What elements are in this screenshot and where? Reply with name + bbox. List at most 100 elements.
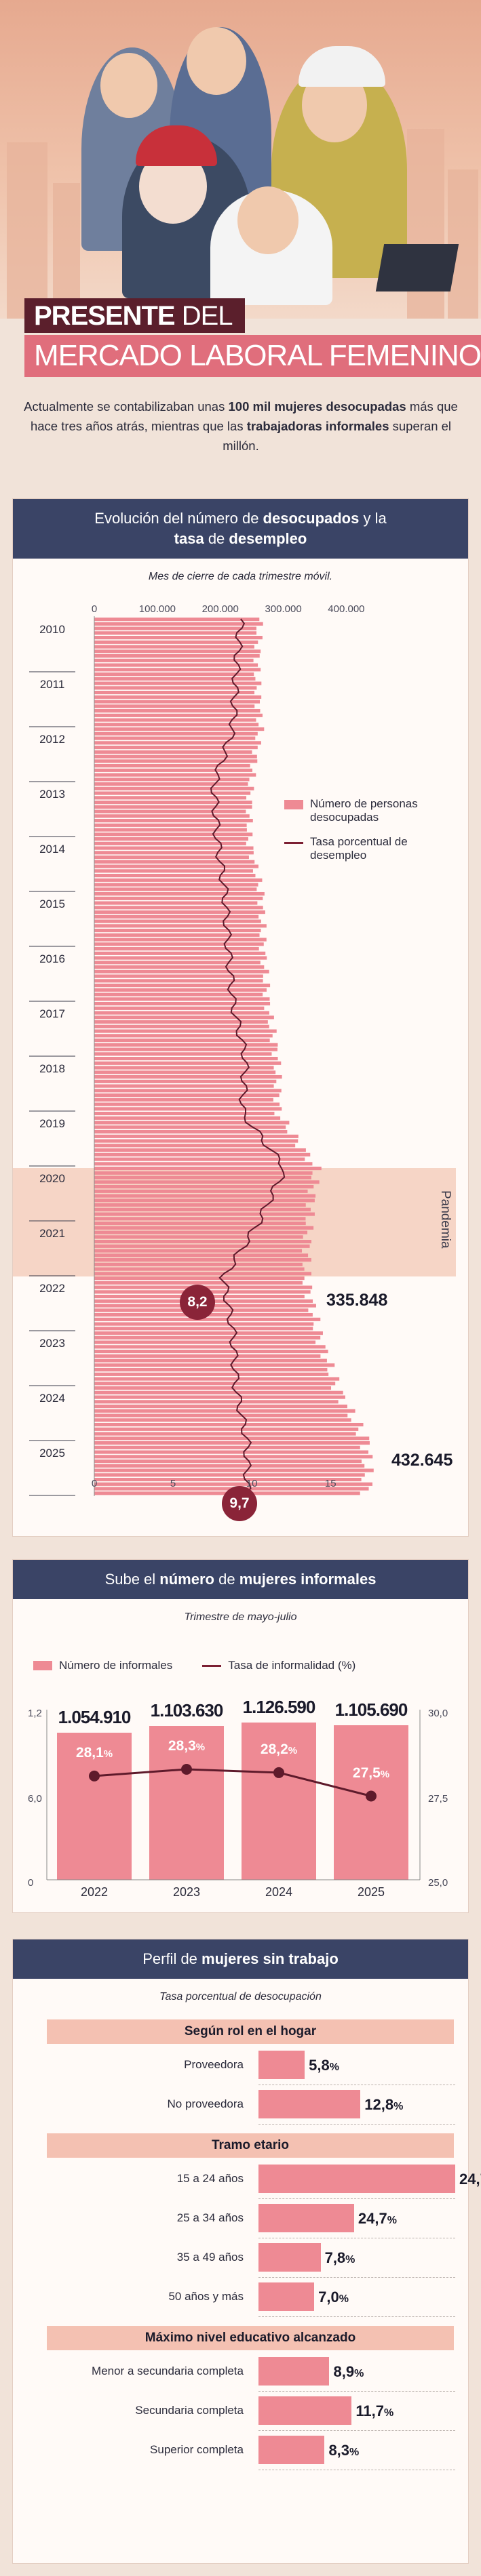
count-bar xyxy=(94,796,247,800)
count-bar xyxy=(94,805,252,809)
count-bar xyxy=(94,851,254,855)
min-rate-label: 8,2 xyxy=(180,1285,215,1320)
count-bar xyxy=(94,1354,321,1358)
count-bar xyxy=(94,860,255,864)
count-bar xyxy=(94,1281,303,1285)
profile-bar xyxy=(258,2243,321,2272)
count-bar xyxy=(94,1436,370,1441)
bottom-tick: 10 xyxy=(246,1478,258,1489)
profile-label: 50 años y más xyxy=(168,2290,244,2303)
count-bar xyxy=(94,1020,268,1024)
bottom-tick: 0 xyxy=(91,1478,98,1489)
row-separator xyxy=(258,2277,455,2278)
count-bar xyxy=(94,961,261,965)
count-bar xyxy=(94,823,247,827)
count-bar xyxy=(94,814,250,818)
count-bar xyxy=(94,1121,290,1125)
row-separator xyxy=(258,2430,455,2431)
count-bar xyxy=(94,1368,328,1372)
rate-point xyxy=(89,1770,100,1782)
count-bar xyxy=(94,727,265,731)
year-label: 2025 xyxy=(39,1447,65,1460)
title-line-2: MERCADO LABORAL FEMENINO xyxy=(24,335,481,377)
count-bar xyxy=(94,668,261,672)
count-bar xyxy=(94,1322,314,1326)
count-bar xyxy=(94,914,259,919)
count-bar xyxy=(94,713,263,717)
count-bar xyxy=(94,929,261,933)
count-bar xyxy=(94,938,267,942)
legend-bar-swatch xyxy=(33,1661,52,1670)
chart-subtitle: Tasa porcentual de desocupación xyxy=(159,1991,322,2003)
count-bar xyxy=(94,956,267,960)
profile-value: 8,9% xyxy=(333,2363,364,2380)
profile-label: 15 a 24 años xyxy=(176,2172,244,2185)
count-bar xyxy=(94,1327,313,1331)
year-label: 2022 xyxy=(39,1282,65,1295)
informal-value: 1.126.590 xyxy=(242,1697,316,1718)
profile-card: Perfil de mujeres sin trabajo Tasa porce… xyxy=(12,1939,481,2564)
count-bar xyxy=(94,1460,362,1464)
count-bar xyxy=(94,974,263,978)
chart-subtitle: Trimestre de mayo-julio xyxy=(184,1611,297,1623)
count-bar xyxy=(94,704,255,708)
count-bar xyxy=(94,947,259,951)
count-bar xyxy=(94,1258,311,1262)
count-bar xyxy=(94,1039,270,1043)
count-bar xyxy=(94,1331,323,1335)
count-bar xyxy=(94,1089,282,1093)
row-separator xyxy=(258,2198,455,2199)
count-bar xyxy=(94,988,267,992)
count-bar xyxy=(94,764,250,768)
count-bar xyxy=(94,1473,365,1477)
count-bar xyxy=(94,677,256,681)
count-bar xyxy=(94,1070,276,1074)
count-bar xyxy=(94,1409,355,1413)
count-bar xyxy=(94,1482,372,1486)
year-label: 2014 xyxy=(39,843,65,856)
count-bar xyxy=(94,691,254,695)
count-bar xyxy=(94,801,252,805)
profile-value: 5,8% xyxy=(309,2057,339,2074)
count-bar xyxy=(94,1144,296,1148)
year-label: 2013 xyxy=(39,788,65,801)
profile-label: Superior completa xyxy=(150,2443,244,2456)
count-bar xyxy=(94,874,256,878)
laptop-icon xyxy=(375,244,459,291)
count-bar xyxy=(94,718,256,722)
informal-rate-value: 28,1% xyxy=(75,1744,113,1760)
count-bar xyxy=(94,746,258,750)
count-bar xyxy=(94,984,271,988)
count-label-last: 432.645 xyxy=(391,1451,453,1470)
count-bar xyxy=(94,1464,365,1468)
count-bar xyxy=(94,1189,308,1193)
count-bar xyxy=(94,951,266,955)
right-axis-tick: 30,0 xyxy=(428,1708,448,1719)
count-bar xyxy=(94,1034,273,1038)
count-bar xyxy=(94,883,258,887)
year-label: 2018 xyxy=(39,1062,65,1075)
left-axis-tick: 1,2 xyxy=(28,1708,42,1719)
profile-value: 12,8% xyxy=(364,2096,404,2113)
year-label: 2023 xyxy=(39,1337,65,1350)
bottom-tick: 5 xyxy=(170,1478,176,1489)
profile-label: Secundaria completa xyxy=(135,2404,244,2417)
count-bar xyxy=(94,896,263,900)
count-bar xyxy=(94,759,258,763)
count-bar xyxy=(94,1134,299,1138)
informal-bar xyxy=(57,1732,132,1880)
count-bar xyxy=(94,1075,282,1079)
count-bar xyxy=(94,1276,305,1281)
hard-hat-icon xyxy=(299,46,385,87)
year-label: 2016 xyxy=(39,952,65,965)
count-bar xyxy=(94,1098,273,1102)
count-bar xyxy=(94,700,261,704)
group-title: Según rol en el hogar xyxy=(47,2019,454,2044)
top-tick: 400.000 xyxy=(328,603,365,615)
count-bar xyxy=(94,856,249,860)
count-bar xyxy=(94,819,253,823)
count-bar xyxy=(94,741,261,745)
count-bar xyxy=(94,1359,327,1363)
count-bar xyxy=(94,1047,277,1051)
count-bar xyxy=(94,773,256,777)
